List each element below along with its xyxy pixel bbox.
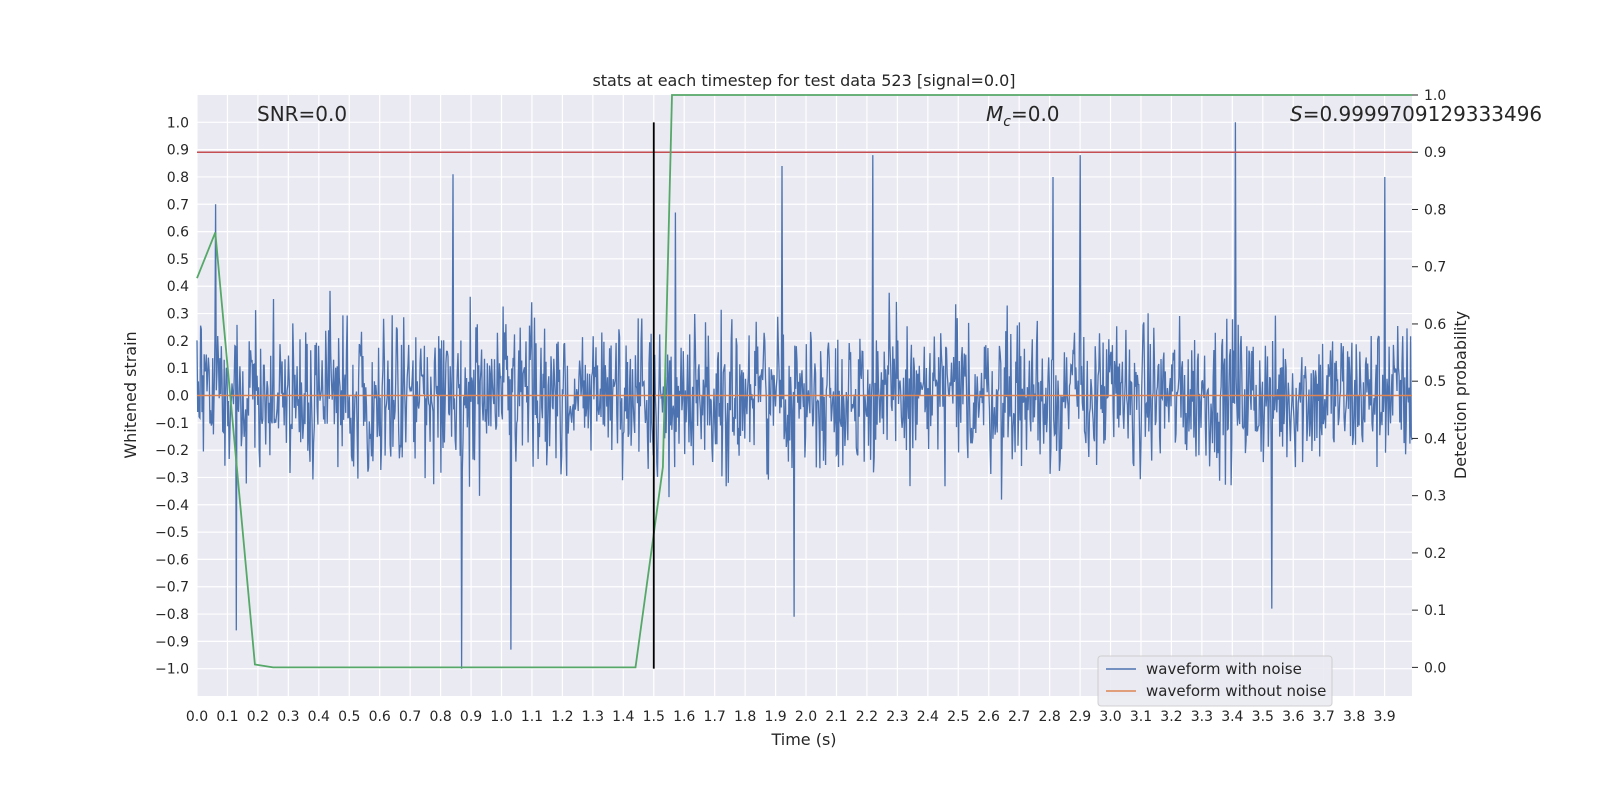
y2-tick-label: 0.2 bbox=[1424, 546, 1446, 562]
y2-tick-label: 0.5 bbox=[1424, 374, 1446, 390]
x-tick-label: 3.9 bbox=[1373, 709, 1395, 725]
mc-symbol: M bbox=[986, 102, 1003, 126]
y2-tick-label: 0.0 bbox=[1424, 660, 1446, 676]
x-tick-label: 0.0 bbox=[186, 709, 208, 725]
legend-box bbox=[1097, 655, 1333, 707]
y-tick-label: 0.4 bbox=[167, 279, 189, 295]
y2-axis-label: Detection probability bbox=[1451, 311, 1470, 479]
y-tick-label: −0.2 bbox=[155, 443, 189, 459]
detection-probability-line bbox=[196, 94, 1412, 669]
x-tick-label: 1.4 bbox=[612, 709, 634, 725]
x-tick-label: 2.8 bbox=[1038, 709, 1060, 725]
y2-tick-label: 0.9 bbox=[1424, 145, 1446, 161]
x-tick-label: 3.4 bbox=[1221, 709, 1243, 725]
x-tick-label: 1.9 bbox=[764, 709, 786, 725]
y2-tick-label: 1.0 bbox=[1424, 88, 1446, 104]
legend: waveform with noise waveform without noi… bbox=[1097, 655, 1333, 707]
x-tick-label: 0.7 bbox=[399, 709, 421, 725]
y-axis-label: Whitened strain bbox=[121, 331, 140, 458]
x-tick-label: 1.2 bbox=[551, 709, 573, 725]
y-tick-label: −0.7 bbox=[155, 580, 189, 596]
mc-value: =0.0 bbox=[1011, 102, 1060, 126]
mc-subscript: c bbox=[1003, 114, 1011, 130]
x-tick-label: 2.6 bbox=[978, 709, 1000, 725]
snr-annotation: SNR=0.0 bbox=[257, 102, 347, 126]
y-right-ticks: 1.0 0.9 0.8 0.7 0.6 0.5 0.4 0.3 0.2 0.1 0.0 bbox=[1412, 88, 1446, 676]
s-symbol: S bbox=[1290, 102, 1303, 126]
legend-label-noise: waveform with noise bbox=[1146, 660, 1302, 678]
x-tick-label: 0.5 bbox=[338, 709, 360, 725]
x-tick-label: 0.1 bbox=[216, 709, 238, 725]
y-tick-label: 0.9 bbox=[167, 143, 189, 159]
y-tick-label: 0.1 bbox=[167, 361, 189, 377]
x-tick-label: 0.8 bbox=[429, 709, 451, 725]
y-tick-label: −0.5 bbox=[155, 525, 189, 541]
x-tick-label: 1.5 bbox=[643, 709, 665, 725]
waveform-with-noise-series bbox=[196, 122, 1413, 669]
y-tick-label: 0.6 bbox=[167, 225, 189, 241]
y-tick-label: −0.8 bbox=[155, 607, 189, 623]
x-tick-label: 1.8 bbox=[734, 709, 756, 725]
x-tick-label: 3.7 bbox=[1313, 709, 1335, 725]
x-tick-label: 3.6 bbox=[1282, 709, 1304, 725]
y2-tick-label: 0.6 bbox=[1424, 317, 1446, 333]
y-tick-label: 0.2 bbox=[167, 334, 189, 350]
y-left-ticks: 1.0 0.9 0.8 0.7 0.6 0.5 0.4 0.3 0.2 0.1 0.0 −0.1 −0.… bbox=[155, 115, 189, 677]
x-tick-label: 2.7 bbox=[1008, 709, 1030, 725]
x-tick-label: 3.2 bbox=[1160, 709, 1182, 725]
x-tick-label: 2.5 bbox=[947, 709, 969, 725]
x-tick-label: 0.6 bbox=[369, 709, 391, 725]
y2-tick-label: 0.4 bbox=[1424, 431, 1446, 447]
y2-tick-label: 0.8 bbox=[1424, 202, 1446, 218]
x-tick-label: 2.0 bbox=[795, 709, 817, 725]
chart-title: stats at each timestep for test data 523… bbox=[592, 71, 1015, 90]
y2-tick-label: 0.3 bbox=[1424, 489, 1446, 505]
y-tick-label: 0.7 bbox=[167, 197, 189, 213]
y2-tick-label: 0.1 bbox=[1424, 603, 1446, 619]
s-value: =0.9999709129333496 bbox=[1303, 102, 1542, 126]
mc-annotation: Mc=0.0 bbox=[986, 102, 1060, 130]
y-tick-label: −0.4 bbox=[155, 498, 189, 514]
y-tick-label: 1.0 bbox=[167, 115, 189, 131]
y-tick-label: 0.0 bbox=[167, 389, 189, 405]
x-tick-label: 3.5 bbox=[1252, 709, 1274, 725]
y-tick-label: −0.6 bbox=[155, 552, 189, 568]
x-ticks: 0.0 0.1 0.2 0.3 0.4 0.5 0.6 0.7 0.8 0.9 1.0 1.1 1.2 1… bbox=[186, 709, 1396, 725]
y-tick-label: 0.8 bbox=[167, 170, 189, 186]
y-tick-label: −1.0 bbox=[155, 662, 189, 678]
x-tick-label: 1.3 bbox=[582, 709, 604, 725]
x-tick-label: 1.6 bbox=[673, 709, 695, 725]
x-axis-label: Time (s) bbox=[770, 730, 836, 749]
noise-trace bbox=[196, 122, 1413, 669]
y-tick-label: −0.3 bbox=[155, 470, 189, 486]
x-tick-label: 2.4 bbox=[917, 709, 939, 725]
x-tick-label: 0.3 bbox=[277, 709, 299, 725]
y-tick-label: 0.3 bbox=[167, 307, 189, 323]
x-tick-label: 0.4 bbox=[308, 709, 330, 725]
x-tick-label: 1.1 bbox=[521, 709, 543, 725]
x-tick-label: 3.8 bbox=[1343, 709, 1365, 725]
x-tick-label: 2.1 bbox=[825, 709, 847, 725]
y-tick-label: −0.1 bbox=[155, 416, 189, 432]
s-annotation: S=0.9999709129333496 bbox=[1290, 102, 1542, 126]
y-tick-label: 0.5 bbox=[167, 252, 189, 268]
x-tick-label: 3.0 bbox=[1099, 709, 1121, 725]
legend-label-clean: waveform without noise bbox=[1146, 682, 1326, 700]
y2-tick-label: 0.7 bbox=[1424, 260, 1446, 276]
x-tick-label: 3.3 bbox=[1191, 709, 1213, 725]
x-tick-label: 0.2 bbox=[247, 709, 269, 725]
x-tick-label: 1.0 bbox=[490, 709, 512, 725]
x-tick-label: 0.9 bbox=[460, 709, 482, 725]
x-tick-label: 1.7 bbox=[704, 709, 726, 725]
x-tick-label: 2.9 bbox=[1069, 709, 1091, 725]
x-tick-label: 3.1 bbox=[1130, 709, 1152, 725]
y-tick-label: −0.9 bbox=[155, 634, 189, 650]
x-tick-label: 2.3 bbox=[886, 709, 908, 725]
x-tick-label: 2.2 bbox=[856, 709, 878, 725]
